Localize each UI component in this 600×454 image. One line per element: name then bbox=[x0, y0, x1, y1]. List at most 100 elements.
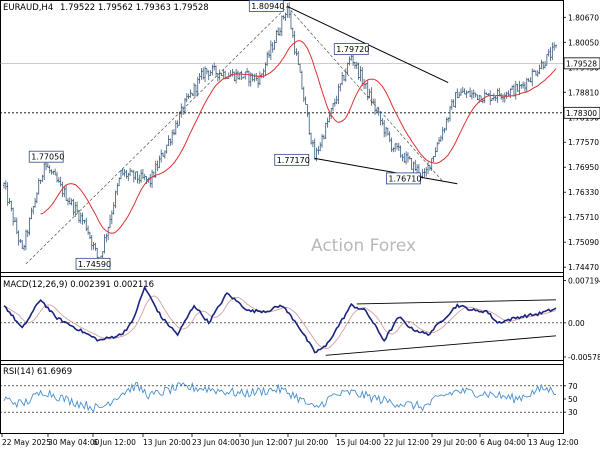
ohlc-bar bbox=[34, 197, 37, 208]
x-tick-label: 6 Aug 04:00 bbox=[480, 438, 526, 447]
ohlc-bar bbox=[39, 179, 42, 184]
ohlc-bar bbox=[125, 169, 128, 179]
ohlc-bar bbox=[430, 157, 433, 172]
ohlc-bar bbox=[247, 70, 250, 87]
ohlc-bar bbox=[434, 147, 437, 158]
price-label-text: 1.76710 bbox=[388, 174, 421, 183]
ohlc-bar bbox=[525, 77, 528, 93]
rsi-series-line bbox=[3, 381, 557, 413]
ohlc-bar bbox=[286, 3, 289, 18]
ohlc-bar bbox=[165, 144, 168, 154]
x-tick-label: 30 May 04:00 bbox=[48, 438, 100, 447]
ohlc-bar bbox=[489, 90, 492, 106]
chart-frame bbox=[0, 0, 564, 434]
ohlc-bar bbox=[297, 50, 300, 65]
ohlc-bar bbox=[24, 229, 27, 251]
ohlc-bar bbox=[198, 73, 201, 84]
ohlc-bar bbox=[59, 176, 62, 187]
ohlc-bar bbox=[171, 129, 174, 145]
ohlc-bar bbox=[45, 161, 48, 171]
ohlc-bar bbox=[518, 80, 521, 96]
ohlc-bar bbox=[436, 141, 439, 153]
ohlc-bar bbox=[553, 42, 556, 51]
ohlc-bar bbox=[282, 15, 285, 20]
ohlc-bar bbox=[357, 62, 360, 80]
current-price-tag-text: 1.79528 bbox=[566, 59, 597, 68]
x-tick-label: 30 Jun 12:00 bbox=[240, 438, 288, 447]
ohlc-bar bbox=[383, 119, 386, 138]
x-tick-label: 22 Jul 12:00 bbox=[384, 438, 429, 447]
price-tick-label: 1.80670 bbox=[568, 13, 599, 22]
ohlc-bar bbox=[105, 233, 108, 243]
ohlc-bar bbox=[21, 240, 24, 250]
ohlc-bar bbox=[533, 69, 536, 73]
ohlc-bar bbox=[23, 244, 26, 251]
ohlc-bar bbox=[545, 54, 548, 66]
ohlc-bar bbox=[438, 137, 441, 145]
ohlc-bar bbox=[19, 238, 22, 244]
level-price-tag-text: 1.78300 bbox=[566, 109, 597, 118]
ohlc-bar bbox=[50, 169, 53, 175]
x-tick-label: 22 May 2025 bbox=[2, 438, 51, 447]
level-price-tag: 1.78300 bbox=[563, 106, 600, 119]
ohlc-bar bbox=[491, 97, 494, 102]
rsi-pane-border bbox=[0, 364, 564, 434]
ohlc-bar bbox=[48, 165, 51, 174]
ohlc-bar bbox=[522, 81, 525, 89]
price-labels: 1.80940 1.79720 1.77050 1.77170 1.76710 1.745… bbox=[28, 0, 421, 270]
macd-lines bbox=[3, 285, 557, 354]
ohlc-bar bbox=[189, 89, 192, 98]
ohlc-bar bbox=[32, 206, 35, 215]
ohlc-bar bbox=[116, 183, 119, 196]
ohlc-bar bbox=[114, 190, 117, 209]
ohlc-bar bbox=[388, 131, 391, 143]
rsi-tick-label: 70 bbox=[568, 382, 578, 391]
ohlc-bar bbox=[275, 30, 278, 43]
ohlc-bar bbox=[176, 120, 179, 128]
macd-title: MACD(12,26,9) 0.002391 0.002116 bbox=[3, 280, 154, 290]
ohlc-bar bbox=[149, 174, 152, 188]
dashed-line-1 bbox=[287, 6, 443, 182]
ohlc-bar bbox=[342, 74, 345, 81]
ohlc-bar bbox=[140, 169, 143, 183]
ohlc-bar bbox=[332, 103, 335, 112]
ohlc-bar bbox=[348, 56, 351, 66]
ohlc-bar bbox=[397, 142, 400, 151]
price-trendlines bbox=[287, 5, 458, 185]
ohlc-bar bbox=[527, 78, 530, 82]
ohlc-bar bbox=[65, 184, 68, 201]
ohlc-bar bbox=[474, 92, 477, 98]
ohlc-bar bbox=[465, 90, 468, 99]
ohlc-bar bbox=[68, 197, 71, 205]
ohlc-bar bbox=[341, 71, 344, 86]
price-label-text: 1.77050 bbox=[31, 153, 64, 162]
price-label-box: 1.80940 bbox=[248, 0, 284, 12]
ohlc-bar bbox=[88, 231, 91, 240]
ohlc-bar bbox=[344, 68, 347, 82]
ohlc-bar bbox=[158, 155, 161, 169]
ohlc-bar bbox=[12, 207, 15, 226]
ohlc-bar bbox=[300, 70, 303, 90]
ohlc-bar bbox=[339, 83, 342, 92]
ohlc-bar bbox=[54, 168, 57, 176]
ohlc-bar bbox=[56, 171, 59, 183]
ohlc-bar bbox=[317, 146, 320, 155]
ohlc-bar bbox=[412, 161, 415, 173]
price-dashed-lines bbox=[25, 6, 443, 265]
ohlc-bar bbox=[423, 168, 426, 177]
ohlc-bar bbox=[288, 2, 291, 19]
ohlc-bar bbox=[529, 77, 532, 83]
ohlc-bar bbox=[483, 89, 486, 104]
ohlc-bar bbox=[4, 180, 7, 190]
price-tick-label: 1.77570 bbox=[568, 138, 599, 147]
ohlc-bar bbox=[359, 66, 362, 82]
ohlc-bar bbox=[463, 88, 466, 95]
ohlc-bar bbox=[163, 150, 166, 159]
ohlc-bar bbox=[182, 106, 185, 116]
x-tick-label: 29 Jul 20:00 bbox=[432, 438, 477, 447]
rsi-tick-label: 50 bbox=[568, 395, 578, 404]
chart-title: EURAUD,H4 bbox=[3, 3, 53, 13]
ohlc-bar bbox=[41, 174, 44, 183]
ohlc-bar bbox=[127, 172, 130, 182]
ohlc-bar bbox=[207, 70, 210, 81]
